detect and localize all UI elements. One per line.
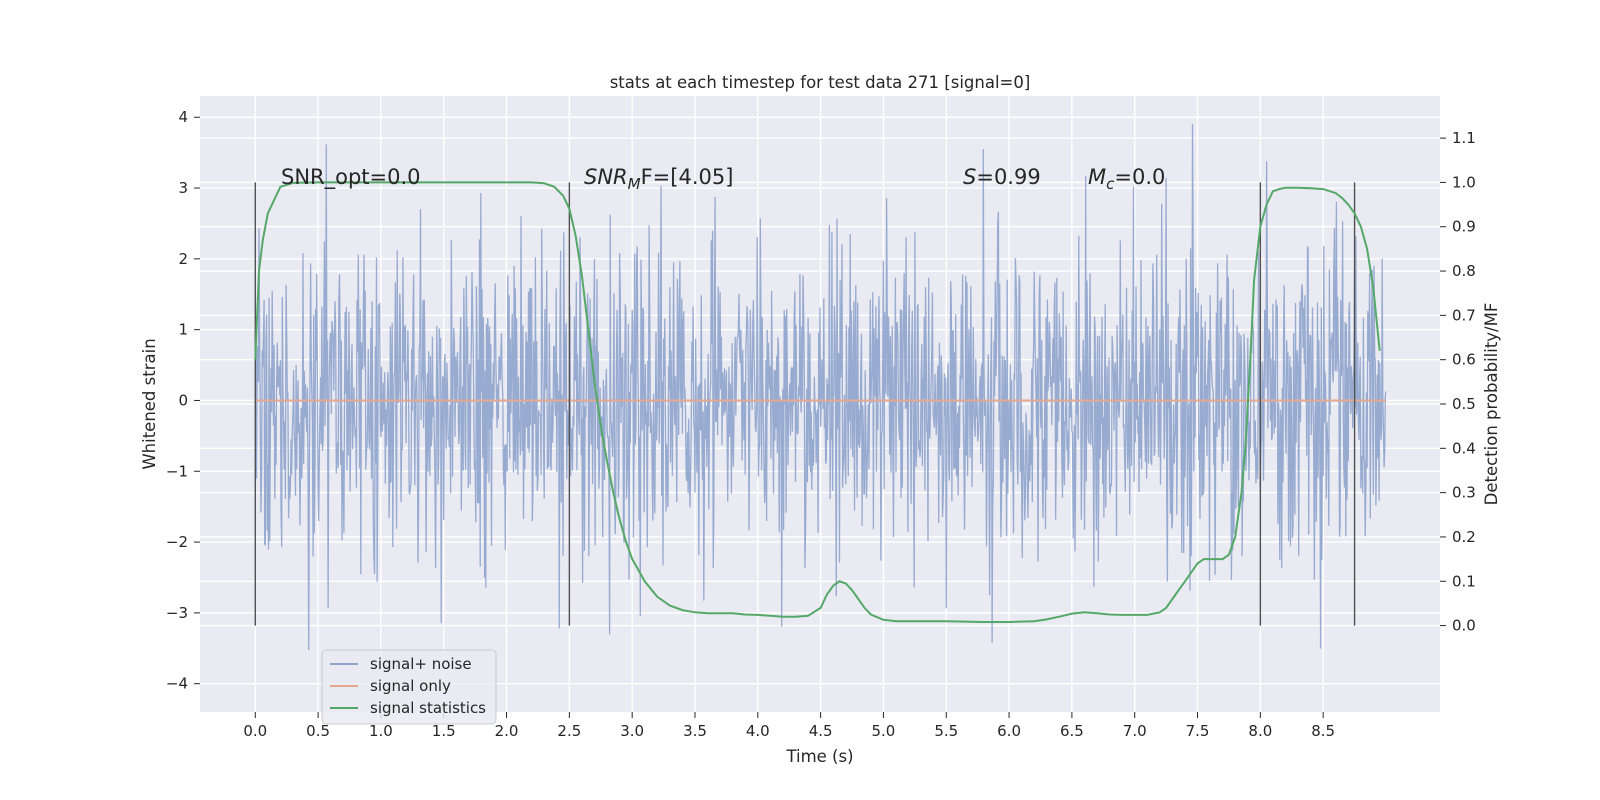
- annotation-mc: Mc=0.0: [1088, 165, 1165, 193]
- x-tick-label: 7.0: [1123, 722, 1147, 740]
- x-tick-label: 6.5: [1060, 722, 1084, 740]
- legend: signal+ noise signal only signal statist…: [321, 649, 497, 725]
- x-axis-title: Time (s): [785, 747, 853, 766]
- x-tick-label: 4.5: [809, 722, 833, 740]
- annotation-snr-mf-rest: F=[4.05]: [641, 165, 734, 189]
- x-tick-label: 3.5: [683, 722, 707, 740]
- chart-title: stats at each timestep for test data 271…: [610, 73, 1031, 92]
- y2-tick-label: 0.0: [1452, 617, 1476, 635]
- vertical-markers: [254, 182, 1356, 626]
- y2-tick-label: 0.2: [1452, 528, 1476, 546]
- y-tick-label: 0: [178, 391, 188, 409]
- y2-tick-label: 0.8: [1452, 262, 1476, 280]
- y-tick-label: −1: [166, 462, 188, 480]
- series-signal-statistics: [254, 181, 1381, 623]
- legend-box: [321, 649, 497, 725]
- signal-statistics-line: [254, 181, 1381, 623]
- annotation-mc-sub: c: [1106, 175, 1115, 193]
- y-tick-label: 1: [178, 321, 188, 339]
- annotation-snr-mf: SNRMF=[4.05]: [584, 165, 733, 193]
- legend-label-signal-noise: signal+ noise: [370, 655, 472, 673]
- legend-label-signal-only: signal only: [370, 677, 451, 695]
- annotation-snr-opt: SNR_opt=0.0: [281, 165, 421, 190]
- y2-tick-label: 0.5: [1452, 395, 1476, 413]
- annotation-mc-sym: M: [1088, 165, 1106, 189]
- y2-tick-label: 0.3: [1452, 484, 1476, 502]
- x-tick-label: 5.0: [872, 722, 896, 740]
- annotation-s-val: =0.99: [976, 165, 1040, 189]
- ticks: 0.0 0.5 1.0 1.5 2.0 2.5 3.0 3.5 4.0 4.5 5.0 5.5 6.0 6…: [166, 108, 1476, 740]
- y-axis-title: Whitened strain: [140, 338, 159, 469]
- y2-tick-label: 0.4: [1452, 439, 1476, 457]
- annotation-s: S=0.99: [963, 165, 1041, 189]
- x-tick-label: 1.0: [369, 722, 393, 740]
- x-tick-label: 8.5: [1311, 722, 1335, 740]
- x-tick-label: 1.5: [432, 722, 456, 740]
- y2-tick-label: 0.7: [1452, 306, 1476, 324]
- y2-tick-label: 1.1: [1452, 129, 1476, 147]
- x-tick-label: 2.5: [557, 722, 581, 740]
- y2-tick-label: 1.0: [1452, 173, 1476, 191]
- y-tick-label: −4: [166, 675, 188, 693]
- x-tick-label: 4.0: [746, 722, 770, 740]
- y2-tick-label: 0.6: [1452, 351, 1476, 369]
- x-tick-label: 0.0: [243, 722, 267, 740]
- x-tick-label: 0.5: [306, 722, 330, 740]
- annotations: SNR_opt=0.0 SNRMF=[4.05] S=0.99 Mc=0.0: [281, 165, 1165, 193]
- y-tick-label: 3: [178, 179, 188, 197]
- series-signal-noise: [254, 124, 1387, 651]
- y2-tick-label: 0.1: [1452, 572, 1476, 590]
- noise-line: [254, 124, 1387, 651]
- x-tick-label: 6.0: [997, 722, 1021, 740]
- y-tick-label: −2: [166, 533, 188, 551]
- x-tick-label: 2.0: [495, 722, 519, 740]
- annotation-mc-val: =0.0: [1114, 165, 1165, 189]
- y-tick-label: 4: [178, 108, 188, 126]
- x-tick-label: 8.0: [1248, 722, 1272, 740]
- x-tick-label: 7.5: [1186, 722, 1210, 740]
- legend-label-signal-statistics: signal statistics: [370, 699, 486, 717]
- y-tick-label: −3: [166, 604, 188, 622]
- annotation-snr-mf-base: SNR: [584, 165, 628, 189]
- y2-tick-label: 0.9: [1452, 218, 1476, 236]
- y2-axis-title: Detection probability/MF: [1482, 303, 1501, 506]
- x-tick-label: 3.0: [620, 722, 644, 740]
- annotation-snr-mf-sub: M: [628, 175, 641, 193]
- x-tick-label: 5.5: [934, 722, 958, 740]
- y-tick-label: 2: [178, 250, 188, 268]
- annotation-s-sym: S: [963, 165, 976, 189]
